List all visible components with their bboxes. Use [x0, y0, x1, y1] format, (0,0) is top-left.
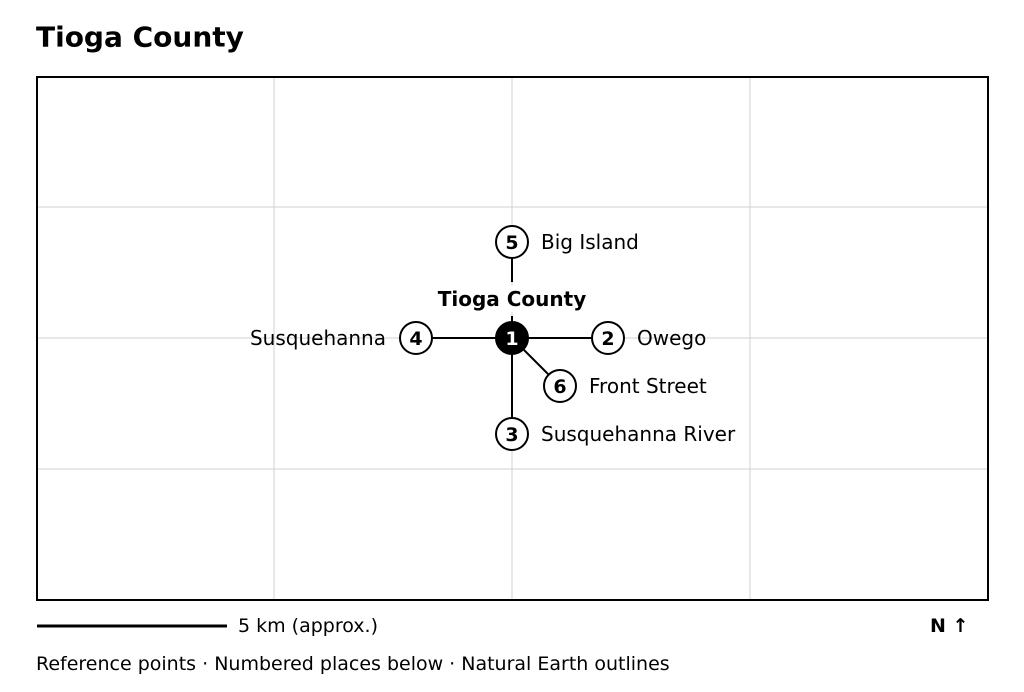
place-marker	[399, 321, 433, 355]
place-marker	[591, 321, 625, 355]
marker-number: 1	[505, 328, 518, 350]
marker-number: 2	[601, 328, 614, 350]
place-label: Susquehanna	[250, 326, 386, 350]
marker-number: 6	[553, 376, 566, 398]
label-backing	[428, 286, 596, 312]
title: Tioga County	[36, 21, 244, 54]
marker-number: 5	[505, 232, 518, 254]
place-label: Susquehanna River	[541, 422, 736, 446]
place-marker	[543, 369, 577, 403]
map-frame	[36, 76, 989, 601]
place-label: Owego	[637, 326, 706, 350]
place-label: Big Island	[541, 230, 639, 254]
place-marker	[495, 417, 529, 451]
place-marker	[495, 225, 529, 259]
scale-label: 5 km (approx.)	[238, 615, 378, 637]
map-content: Tioga County 1 2 Owego 3 Susquehanna River 4 Su…	[250, 225, 736, 451]
north-arrow: N ↑	[930, 615, 968, 637]
footer: Reference points · Numbered places below…	[36, 653, 670, 675]
center-marker	[495, 321, 529, 355]
marker-number: 4	[409, 328, 422, 350]
place-label: Front Street	[589, 374, 707, 398]
center-label: Tioga County	[438, 287, 587, 311]
marker-number: 3	[505, 424, 518, 446]
